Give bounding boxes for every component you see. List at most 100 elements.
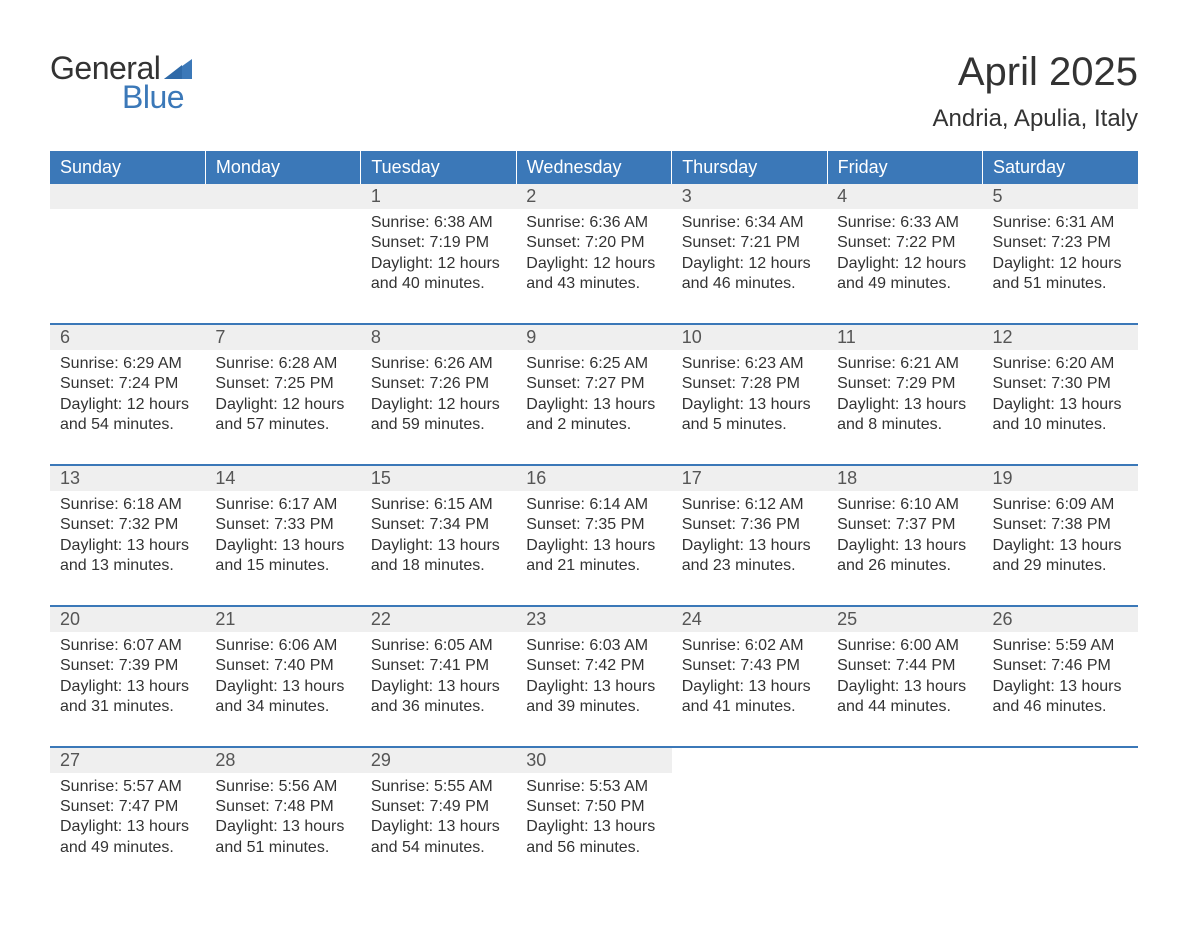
sunset-text: Sunset: 7:20 PM [526, 233, 661, 253]
day-content-cell: Sunrise: 5:55 AMSunset: 7:49 PMDaylight:… [361, 773, 516, 887]
day-content-cell: Sunrise: 6:07 AMSunset: 7:39 PMDaylight:… [50, 632, 205, 747]
daylight-text: Daylight: 13 hours and 49 minutes. [60, 817, 195, 858]
sunset-text: Sunset: 7:30 PM [993, 374, 1128, 394]
day-number-cell: 20 [50, 606, 205, 632]
sunrise-text: Sunrise: 6:23 AM [682, 354, 817, 374]
day-number-cell: 29 [361, 747, 516, 773]
sunrise-text: Sunrise: 6:05 AM [371, 636, 506, 656]
day-header-saturday: Saturday [983, 151, 1138, 184]
sunset-text: Sunset: 7:35 PM [526, 515, 661, 535]
day-number-cell: 6 [50, 324, 205, 350]
day-content-cell: Sunrise: 5:53 AMSunset: 7:50 PMDaylight:… [516, 773, 671, 887]
sunset-text: Sunset: 7:34 PM [371, 515, 506, 535]
day-content-cell: Sunrise: 6:31 AMSunset: 7:23 PMDaylight:… [983, 209, 1138, 324]
sunset-text: Sunset: 7:21 PM [682, 233, 817, 253]
daylight-text: Daylight: 13 hours and 44 minutes. [837, 677, 972, 718]
sunset-text: Sunset: 7:43 PM [682, 656, 817, 676]
day-number-cell: 5 [983, 184, 1138, 209]
daylight-text: Daylight: 13 hours and 23 minutes. [682, 536, 817, 577]
day-number-cell [672, 747, 827, 773]
day-content-cell: Sunrise: 6:33 AMSunset: 7:22 PMDaylight:… [827, 209, 982, 324]
sunset-text: Sunset: 7:39 PM [60, 656, 195, 676]
day-number-cell: 25 [827, 606, 982, 632]
daylight-text: Daylight: 13 hours and 10 minutes. [993, 395, 1128, 436]
day-header-tuesday: Tuesday [361, 151, 516, 184]
daylight-text: Daylight: 12 hours and 54 minutes. [60, 395, 195, 436]
day-content-cell: Sunrise: 6:29 AMSunset: 7:24 PMDaylight:… [50, 350, 205, 465]
day-content-cell: Sunrise: 5:59 AMSunset: 7:46 PMDaylight:… [983, 632, 1138, 747]
sunrise-text: Sunrise: 6:17 AM [215, 495, 350, 515]
day-header-thursday: Thursday [672, 151, 827, 184]
sunrise-text: Sunrise: 6:00 AM [837, 636, 972, 656]
daylight-text: Daylight: 13 hours and 56 minutes. [526, 817, 661, 858]
day-content-cell [672, 773, 827, 887]
daylight-text: Daylight: 13 hours and 54 minutes. [371, 817, 506, 858]
daylight-text: Daylight: 12 hours and 51 minutes. [993, 254, 1128, 295]
week-content-row: Sunrise: 6:38 AMSunset: 7:19 PMDaylight:… [50, 209, 1138, 324]
day-number-cell: 8 [361, 324, 516, 350]
sunrise-text: Sunrise: 6:38 AM [371, 213, 506, 233]
daylight-text: Daylight: 13 hours and 41 minutes. [682, 677, 817, 718]
day-header-wednesday: Wednesday [516, 151, 671, 184]
week-content-row: Sunrise: 6:18 AMSunset: 7:32 PMDaylight:… [50, 491, 1138, 606]
day-content-cell: Sunrise: 6:34 AMSunset: 7:21 PMDaylight:… [672, 209, 827, 324]
day-number-cell [827, 747, 982, 773]
day-number-cell: 4 [827, 184, 982, 209]
logo-triangle-icon [164, 59, 192, 79]
daylight-text: Daylight: 13 hours and 51 minutes. [215, 817, 350, 858]
sunset-text: Sunset: 7:47 PM [60, 797, 195, 817]
sunrise-text: Sunrise: 5:55 AM [371, 777, 506, 797]
day-header-sunday: Sunday [50, 151, 205, 184]
sunset-text: Sunset: 7:23 PM [993, 233, 1128, 253]
title-block: April 2025 Andria, Apulia, Italy [933, 50, 1138, 133]
day-content-cell: Sunrise: 6:18 AMSunset: 7:32 PMDaylight:… [50, 491, 205, 606]
daylight-text: Daylight: 12 hours and 43 minutes. [526, 254, 661, 295]
day-number-cell: 17 [672, 465, 827, 491]
sunrise-text: Sunrise: 6:28 AM [215, 354, 350, 374]
day-number-cell: 2 [516, 184, 671, 209]
day-content-cell: Sunrise: 5:56 AMSunset: 7:48 PMDaylight:… [205, 773, 360, 887]
calendar-header-row: SundayMondayTuesdayWednesdayThursdayFrid… [50, 151, 1138, 184]
sunrise-text: Sunrise: 6:15 AM [371, 495, 506, 515]
logo: General Blue [50, 50, 192, 116]
week-daynum-row: 6789101112 [50, 324, 1138, 350]
sunrise-text: Sunrise: 6:14 AM [526, 495, 661, 515]
sunrise-text: Sunrise: 6:07 AM [60, 636, 195, 656]
week-content-row: Sunrise: 6:29 AMSunset: 7:24 PMDaylight:… [50, 350, 1138, 465]
sunrise-text: Sunrise: 6:10 AM [837, 495, 972, 515]
daylight-text: Daylight: 13 hours and 21 minutes. [526, 536, 661, 577]
sunset-text: Sunset: 7:32 PM [60, 515, 195, 535]
day-number-cell: 22 [361, 606, 516, 632]
day-content-cell: Sunrise: 6:17 AMSunset: 7:33 PMDaylight:… [205, 491, 360, 606]
sunrise-text: Sunrise: 6:31 AM [993, 213, 1128, 233]
sunset-text: Sunset: 7:49 PM [371, 797, 506, 817]
sunrise-text: Sunrise: 6:20 AM [993, 354, 1128, 374]
day-number-cell: 27 [50, 747, 205, 773]
day-content-cell: Sunrise: 6:25 AMSunset: 7:27 PMDaylight:… [516, 350, 671, 465]
day-number-cell [50, 184, 205, 209]
sunrise-text: Sunrise: 5:57 AM [60, 777, 195, 797]
sunset-text: Sunset: 7:27 PM [526, 374, 661, 394]
daylight-text: Daylight: 13 hours and 36 minutes. [371, 677, 506, 718]
day-content-cell: Sunrise: 6:36 AMSunset: 7:20 PMDaylight:… [516, 209, 671, 324]
daylight-text: Daylight: 12 hours and 40 minutes. [371, 254, 506, 295]
day-number-cell: 10 [672, 324, 827, 350]
day-content-cell: Sunrise: 6:06 AMSunset: 7:40 PMDaylight:… [205, 632, 360, 747]
day-number-cell: 23 [516, 606, 671, 632]
day-number-cell: 1 [361, 184, 516, 209]
day-content-cell: Sunrise: 6:20 AMSunset: 7:30 PMDaylight:… [983, 350, 1138, 465]
daylight-text: Daylight: 13 hours and 39 minutes. [526, 677, 661, 718]
sunrise-text: Sunrise: 6:25 AM [526, 354, 661, 374]
day-content-cell: Sunrise: 6:15 AMSunset: 7:34 PMDaylight:… [361, 491, 516, 606]
daylight-text: Daylight: 13 hours and 34 minutes. [215, 677, 350, 718]
sunrise-text: Sunrise: 5:59 AM [993, 636, 1128, 656]
daylight-text: Daylight: 13 hours and 18 minutes. [371, 536, 506, 577]
day-content-cell: Sunrise: 6:09 AMSunset: 7:38 PMDaylight:… [983, 491, 1138, 606]
day-number-cell: 11 [827, 324, 982, 350]
week-content-row: Sunrise: 6:07 AMSunset: 7:39 PM Daylight:… [50, 632, 1138, 747]
day-number-cell: 15 [361, 465, 516, 491]
sunset-text: Sunset: 7:42 PM [526, 656, 661, 676]
daylight-text: Daylight: 13 hours and 26 minutes. [837, 536, 972, 577]
sunset-text: Sunset: 7:28 PM [682, 374, 817, 394]
daylight-text: Daylight: 13 hours and 29 minutes. [993, 536, 1128, 577]
